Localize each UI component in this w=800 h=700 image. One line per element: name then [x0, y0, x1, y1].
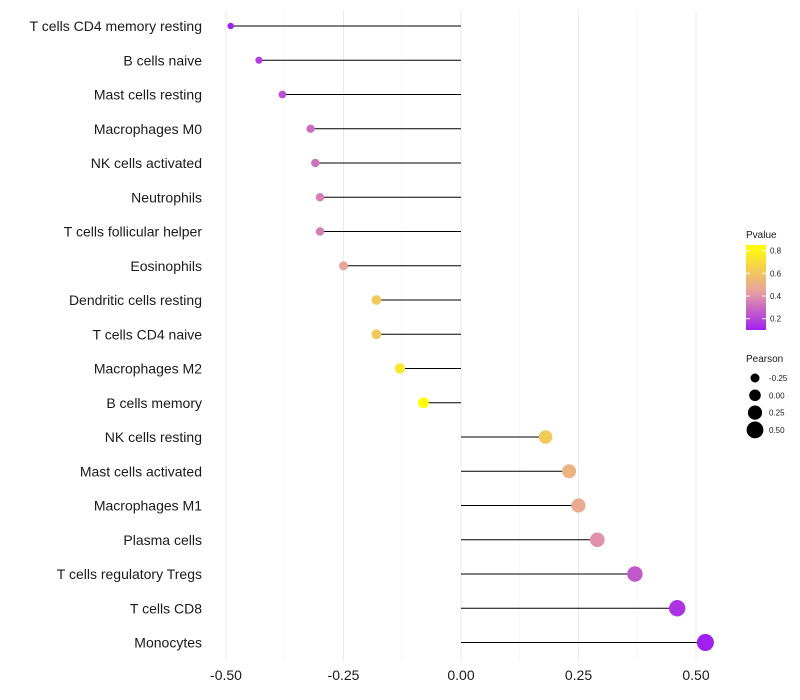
- data-point: [371, 329, 382, 340]
- category-label: B cells naive: [123, 52, 202, 68]
- data-point: [371, 295, 382, 305]
- data-point: [227, 22, 234, 30]
- points: [227, 22, 714, 652]
- colorbar-tick-label: 0.8: [770, 247, 782, 256]
- category-label: T cells follicular helper: [64, 224, 203, 240]
- category-label: T cells CD8: [130, 600, 202, 616]
- data-point: [562, 464, 577, 479]
- pearson-legend-title: Pearson: [746, 354, 783, 365]
- pvalue-legend: Pvalue 0.2 0.4 0.6 0.8: [746, 230, 782, 330]
- category-label: B cells memory: [106, 395, 202, 411]
- category-label: NK cells activated: [91, 155, 202, 171]
- category-label: T cells CD4 memory resting: [30, 18, 202, 34]
- data-point: [339, 261, 348, 271]
- category-label: Dendritic cells resting: [69, 292, 202, 308]
- pvalue-legend-title: Pvalue: [746, 230, 777, 241]
- data-point: [255, 56, 263, 64]
- category-label: Monocytes: [134, 635, 202, 651]
- category-label: Macrophages M0: [94, 121, 202, 137]
- stems: [230, 25, 706, 643]
- grid: [225, 10, 697, 660]
- colorbar-tick-label: 0.4: [770, 292, 782, 301]
- pearson-legend: Pearson -0.25 0.00 0.25 0.50: [746, 354, 788, 439]
- colorbar-tick-label: 0.2: [770, 315, 782, 324]
- data-point: [571, 498, 586, 513]
- size-legend-dot: [749, 389, 761, 402]
- data-point: [696, 633, 714, 652]
- category-label: Neutrophils: [131, 189, 202, 205]
- pvalue-colorbar: [746, 245, 766, 330]
- data-point: [538, 430, 553, 444]
- x-tick-label: -0.50: [210, 667, 242, 683]
- size-legend-label: -0.25: [769, 374, 788, 383]
- x-axis: -0.50 -0.25 0.00 0.25 0.50: [210, 667, 710, 683]
- data-point: [306, 124, 315, 133]
- data-point: [669, 600, 686, 617]
- category-labels: T cells CD4 memory resting B cells naive M…: [30, 18, 203, 651]
- x-tick-label: 0.25: [565, 667, 592, 683]
- size-legend-label: 0.00: [769, 391, 785, 400]
- data-point: [627, 566, 643, 582]
- size-legend-dot: [746, 421, 764, 439]
- data-point: [278, 90, 287, 99]
- data-point: [589, 532, 605, 548]
- data-point: [315, 227, 325, 236]
- x-tick-label: -0.25: [328, 667, 360, 683]
- data-point: [315, 193, 325, 202]
- category-label: Mast cells activated: [80, 463, 202, 479]
- category-label: Eosinophils: [130, 258, 202, 274]
- category-label: Macrophages M1: [94, 498, 202, 514]
- category-label: Plasma cells: [123, 532, 202, 548]
- category-label: T cells CD4 naive: [93, 326, 203, 342]
- size-legend-label: 0.50: [769, 426, 785, 435]
- data-point: [311, 158, 320, 168]
- size-legend-label: 0.25: [769, 409, 785, 418]
- data-point: [394, 363, 406, 374]
- x-tick-label: 0.50: [682, 667, 709, 683]
- x-tick-label: 0.00: [447, 667, 474, 683]
- size-legend-dot: [750, 373, 760, 383]
- category-label: T cells regulatory Tregs: [57, 566, 202, 582]
- category-label: Mast cells resting: [94, 87, 202, 103]
- data-point: [418, 397, 429, 409]
- category-label: NK cells resting: [105, 429, 202, 445]
- colorbar-tick-label: 0.6: [770, 269, 782, 278]
- size-legend-dot: [747, 405, 763, 420]
- category-label: Macrophages M2: [94, 361, 202, 377]
